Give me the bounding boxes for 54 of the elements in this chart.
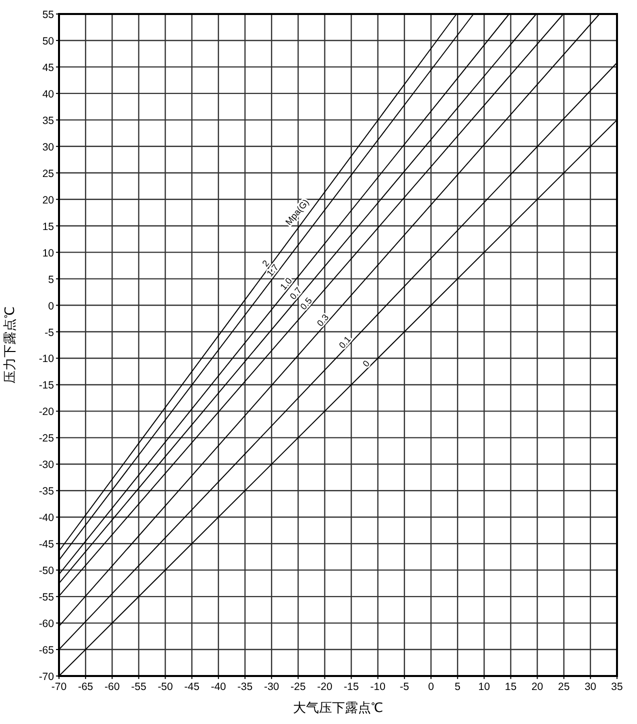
y-tick-label: 40 (42, 88, 54, 100)
y-tick-label: 50 (42, 35, 54, 48)
x-tick-label: -60 (104, 681, 120, 693)
x-tick-label: -10 (370, 681, 386, 693)
x-tick-label: -50 (158, 681, 174, 693)
y-tick-label: 0 (48, 300, 54, 312)
y-tick-label: 5 (48, 274, 54, 286)
y-tick-label: -20 (38, 406, 54, 418)
y-tick-label: 10 (42, 247, 54, 260)
x-tick-label: 20 (531, 681, 544, 693)
x-tick-label: -65 (78, 681, 94, 693)
y-tick-label: -70 (38, 671, 54, 683)
x-tick-label: 5 (454, 681, 461, 693)
y-tick-label: -65 (38, 644, 54, 657)
y-tick-label: -25 (38, 432, 54, 445)
text: 0.3 (314, 312, 331, 328)
x-tick-label: 25 (558, 681, 570, 693)
x-tick-label: -55 (131, 681, 146, 693)
y-tick-label: 35 (42, 114, 54, 127)
y-tick-label: 15 (42, 220, 54, 233)
x-tick-label: -45 (184, 681, 200, 693)
x-tick-label: -25 (290, 681, 306, 693)
y-tick-label: -50 (38, 565, 54, 578)
text: 0.5 (298, 296, 314, 312)
y-tick-label: -45 (38, 538, 54, 551)
x-tick-label: 30 (584, 681, 596, 693)
y-tick-label: -55 (38, 592, 54, 604)
y-tick-label: -35 (38, 486, 54, 498)
x-tick-label: -20 (317, 681, 332, 693)
x-tick-label: -15 (344, 681, 360, 693)
y-tick-label: -60 (38, 618, 54, 630)
x-tick-label: 10 (478, 681, 490, 693)
y-tick-label: -10 (38, 353, 54, 366)
x-tick-label: 0 (428, 681, 434, 693)
x-tick-label: -30 (264, 681, 280, 693)
text: 1.0 (278, 276, 294, 292)
x-axis-title: 大气压下露点℃ (293, 700, 383, 715)
y-tick-label: -40 (38, 512, 54, 524)
y-tick-label: 20 (42, 194, 54, 206)
x-tick-label: -40 (210, 681, 226, 693)
y-tick-label: -5 (44, 326, 54, 339)
y-tick-label: -30 (38, 459, 54, 472)
text: 0.1 (337, 334, 353, 350)
y-tick-label: 25 (42, 168, 54, 180)
y-axis-title: 压力下露点℃ (2, 306, 17, 384)
text: 0 (360, 358, 372, 369)
x-tick-label: 15 (504, 681, 517, 693)
x-tick-label: -5 (400, 681, 410, 693)
y-tick-label: 55 (42, 9, 54, 21)
y-tick-label: 45 (42, 62, 54, 74)
x-tick-label: 35 (611, 681, 623, 693)
x-tick-label: -35 (237, 681, 253, 693)
y-tick-label: -15 (38, 380, 54, 392)
y-tick-label: 30 (42, 141, 54, 154)
